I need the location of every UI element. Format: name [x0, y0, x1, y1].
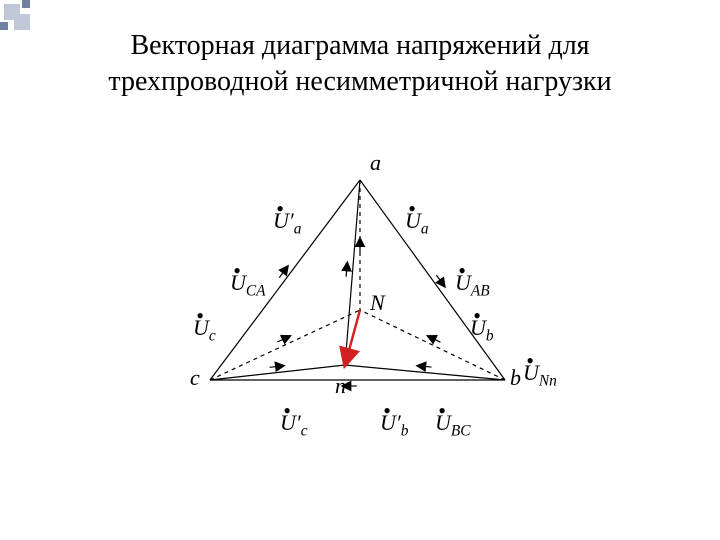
- label-Ua: •Ua: [405, 208, 429, 238]
- slide-title: Векторная диаграмма напряжений для трехп…: [0, 28, 720, 101]
- label-U_Nn: •UNn: [523, 360, 557, 390]
- label-U_AB: •UAB: [455, 270, 490, 300]
- label-n: n: [335, 373, 346, 399]
- label-b: b: [510, 365, 521, 391]
- label-Ua_prime: •U′a: [273, 208, 301, 238]
- title-line-2: трехпроводной несимметричной нагрузки: [0, 64, 720, 100]
- title-line-1: Векторная диаграмма напряжений для: [0, 28, 720, 64]
- label-Ub_prime: •U′b: [380, 410, 408, 440]
- label-a: a: [370, 150, 381, 176]
- label-c: c: [190, 365, 200, 391]
- label-N: N: [370, 290, 385, 316]
- label-Uc_prime: •U′c: [280, 410, 308, 440]
- label-Ub: •Ub: [470, 315, 494, 345]
- vector-diagram: abcNn•U′a•Ua•UCA•UAB•Uc•Ub•UNn•U′c•U′b•U…: [175, 160, 545, 460]
- label-U_CA: •UCA: [230, 270, 266, 300]
- label-U_BC: •UBC: [435, 410, 471, 440]
- label-Uc: •Uc: [193, 315, 216, 345]
